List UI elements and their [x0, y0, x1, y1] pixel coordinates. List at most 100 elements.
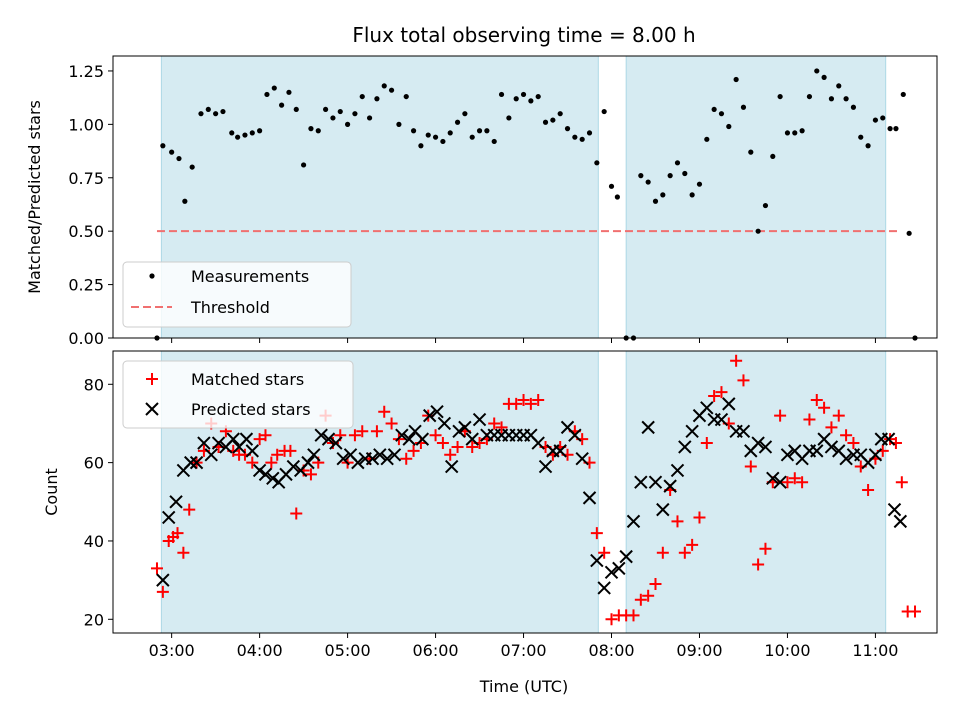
measurement-point — [614, 194, 620, 200]
predicted-star-point — [619, 549, 633, 564]
predicted-star-point — [626, 514, 641, 529]
measurement-point — [564, 126, 571, 132]
predicted-star-point — [437, 416, 452, 431]
x-tick-label: 11:00 — [852, 641, 898, 660]
bottom-y-ticks: 20 40 60 80 — [84, 375, 113, 629]
matched-star-point — [517, 393, 530, 406]
bottom-y-tick-label: 20 — [84, 610, 104, 629]
predicted-star-point — [415, 432, 430, 446]
x-tick-label: 04:00 — [237, 641, 283, 660]
measurement-point — [469, 134, 475, 140]
predicted-star-point — [575, 452, 589, 466]
predicted-star-point — [189, 455, 204, 470]
matched-star-point — [177, 546, 190, 559]
measurement-point — [535, 93, 541, 100]
matched-star-point — [693, 511, 706, 524]
measurement-point — [645, 179, 651, 185]
matched-star-point — [895, 476, 908, 489]
measurement-point — [762, 202, 769, 209]
measurement-point — [220, 108, 226, 115]
measurement-point — [160, 143, 166, 149]
predicted-star-point — [197, 436, 211, 450]
bottom-legend: Matched stars Predicted stars — [122, 360, 354, 429]
matched-star-point — [649, 578, 662, 591]
measurement-point — [806, 93, 813, 100]
measurement-point — [799, 128, 805, 134]
predicted-star-point — [422, 408, 437, 423]
top-legend: Measurements Threshold — [122, 261, 352, 328]
matched-star-point — [730, 354, 743, 367]
measurement-point — [293, 106, 299, 113]
measurement-point — [586, 130, 593, 136]
measurement-point — [425, 132, 431, 138]
x-tick-label: 09:00 — [676, 641, 722, 660]
measurement-point — [850, 104, 857, 110]
matched-star-point — [774, 409, 787, 422]
measurement-point — [374, 96, 380, 102]
measurement-point — [740, 104, 747, 110]
measurement-point — [169, 149, 175, 155]
measurement-point — [814, 68, 820, 74]
matched-star-point — [451, 440, 464, 453]
predicted-star-point — [700, 401, 714, 415]
predicted-star-point — [604, 565, 619, 579]
measurement-point — [652, 198, 659, 204]
measurement-point — [476, 128, 483, 134]
measurement-point — [242, 132, 248, 138]
x-tick-label: 08:00 — [588, 641, 634, 660]
measurement-point — [726, 123, 732, 130]
predicted-star-point — [810, 444, 824, 458]
measurement-point — [704, 136, 710, 142]
bottom-y-tick-label: 60 — [84, 454, 104, 473]
predicted-star-point — [226, 432, 240, 446]
predicted-star-point — [722, 397, 736, 411]
matched-star-point — [781, 476, 794, 489]
measurement-point — [542, 119, 549, 125]
matched-star-point — [634, 593, 647, 606]
predicted-star-point — [678, 440, 692, 454]
predicted-star-point — [365, 452, 380, 466]
measurement-point — [257, 128, 263, 134]
matched-star-point — [605, 613, 618, 626]
predicted-star-point — [670, 463, 685, 478]
predicted-star-point — [380, 452, 394, 466]
matched-star-point — [818, 401, 831, 414]
matched-star-point — [656, 546, 669, 559]
matched-star-point — [488, 417, 501, 430]
measurement-point — [748, 149, 754, 155]
top-y-tick-label: 0.50 — [68, 222, 104, 241]
measurement-point — [381, 83, 387, 89]
measurement-point — [557, 111, 563, 117]
matched-star-point — [627, 609, 640, 622]
measurement-point — [271, 85, 277, 91]
measurement-point — [667, 173, 673, 179]
matched-star-point — [466, 440, 479, 453]
predicted-star-point — [634, 475, 648, 489]
predicted-star-point — [314, 428, 328, 442]
measurement-point — [498, 91, 505, 98]
matched-star-point — [825, 421, 838, 434]
measurement-point — [198, 111, 204, 117]
measurement-point — [308, 126, 314, 132]
matched-star-point — [150, 562, 163, 575]
matched-star-point — [495, 421, 508, 434]
matched-star-point — [171, 527, 184, 540]
predicted-star-point — [395, 428, 409, 442]
predicted-star-point — [582, 491, 597, 505]
predicted-star-point — [162, 510, 176, 525]
predicted-star-point — [773, 475, 787, 489]
matched-star-point — [385, 417, 398, 430]
measurement-point — [359, 93, 365, 100]
matched-star-point — [686, 538, 699, 551]
measurement-point — [484, 128, 490, 134]
matched-star-point — [348, 429, 361, 442]
measurement-point — [315, 128, 321, 134]
measurement-point — [528, 98, 534, 104]
predicted-star-point — [402, 432, 416, 446]
matched-star-point — [700, 437, 713, 450]
measurement-point — [900, 91, 906, 98]
predicted-star-point — [184, 455, 198, 470]
measurement-point — [682, 170, 688, 177]
matched-star-point — [796, 476, 809, 489]
